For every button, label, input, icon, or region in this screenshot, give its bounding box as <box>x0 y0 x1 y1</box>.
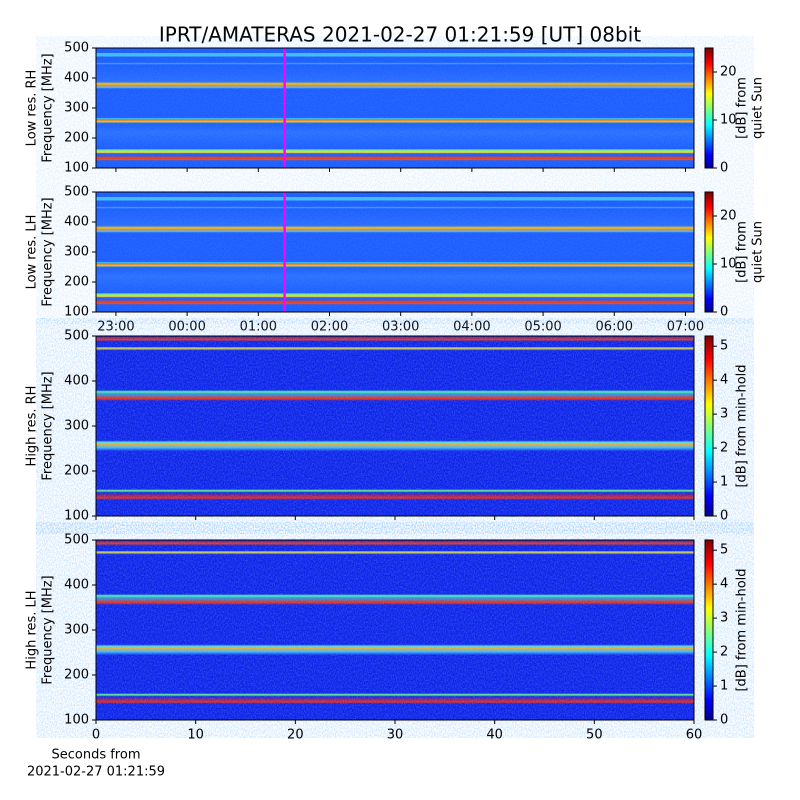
x-axis-label: Seconds from <box>51 748 140 763</box>
y-tick-label: 300 <box>64 101 89 116</box>
colorbar-tick-label: 0 <box>720 161 728 176</box>
y-tick-label: 300 <box>64 419 89 434</box>
colorbar-tick-label: 2 <box>720 645 728 660</box>
spectrogram-noise <box>96 336 694 516</box>
x-tick-label: 50 <box>586 728 603 743</box>
x-tick-label: 20 <box>287 728 304 743</box>
colorbar-label: quiet Sun <box>751 221 766 283</box>
colorbar-tick-label: 4 <box>720 373 728 388</box>
colorbar-tick-label: 1 <box>720 475 728 490</box>
y-tick-label: 500 <box>64 41 89 56</box>
y-tick-label: 400 <box>64 215 89 230</box>
y-axis-label: High res. RH <box>25 386 40 467</box>
x-tick-label: 04:00 <box>453 320 490 335</box>
y-tick-label: 100 <box>64 161 89 176</box>
colorbar-tick-label: 3 <box>720 407 728 422</box>
y-tick-label: 300 <box>64 623 89 638</box>
y-tick-label: 300 <box>64 245 89 260</box>
x-tick-label: 40 <box>486 728 503 743</box>
colorbar-tick-label: 2 <box>720 441 728 456</box>
x-tick-label: 60 <box>686 728 703 743</box>
colorbar-tick-label: 20 <box>720 65 737 80</box>
spectrogram-noise <box>96 48 694 168</box>
x-tick-label: 00:00 <box>168 320 205 335</box>
colorbar-tick-label: 1 <box>720 679 728 694</box>
colorbar-tick-label: 4 <box>720 577 728 592</box>
y-axis-label: Frequency [MHz] <box>41 371 56 480</box>
colorbar <box>704 335 714 517</box>
y-tick-label: 100 <box>64 713 89 728</box>
colorbar-tick-label: 0 <box>720 713 728 728</box>
y-tick-label: 200 <box>64 275 89 290</box>
x-tick-label: 07:00 <box>667 320 704 335</box>
x-tick-label: 03:00 <box>382 320 419 335</box>
spectrogram-noise <box>96 540 694 720</box>
y-tick-label: 400 <box>64 374 89 389</box>
y-tick-label: 500 <box>64 185 89 200</box>
y-axis-label: Low res. RH <box>25 70 40 147</box>
y-tick-label: 500 <box>64 533 89 548</box>
y-axis-label: Frequency [MHz] <box>41 53 56 162</box>
y-axis-label: Low res. LH <box>25 215 40 290</box>
y-tick-label: 400 <box>64 578 89 593</box>
spectrogram-noise <box>96 192 694 312</box>
y-axis-label: High res. LH <box>25 590 40 669</box>
colorbar-label: [dB] from min-hold <box>735 364 750 487</box>
y-tick-label: 400 <box>64 71 89 86</box>
y-tick-label: 200 <box>64 464 89 479</box>
y-tick-label: 500 <box>64 329 89 344</box>
colorbar-tick-label: 0 <box>720 509 728 524</box>
colorbar-tick-label: 20 <box>720 209 737 224</box>
colorbar-label: [dB] from min-hold <box>735 568 750 691</box>
colorbar <box>704 47 714 169</box>
colorbar <box>704 191 714 313</box>
x-axis-label: 2021-02-27 01:21:59 <box>27 765 165 780</box>
y-tick-label: 200 <box>64 131 89 146</box>
y-tick-label: 200 <box>64 668 89 683</box>
colorbar <box>704 539 714 721</box>
x-tick-label: 0 <box>92 728 100 743</box>
colorbar-tick-label: 3 <box>720 611 728 626</box>
y-axis-label: Frequency [MHz] <box>41 575 56 684</box>
title: IPRT/AMATERAS 2021-02-27 01:21:59 [UT] 0… <box>159 23 641 47</box>
y-axis-label: Frequency [MHz] <box>41 197 56 306</box>
colorbar-tick-label: 10 <box>720 257 737 272</box>
colorbar-label: [dB] from <box>735 77 750 139</box>
x-tick-label: 30 <box>387 728 404 743</box>
colorbar-label: [dB] from <box>735 221 750 283</box>
colorbar-tick-label: 0 <box>720 305 728 320</box>
x-tick-label: 10 <box>187 728 204 743</box>
colorbar-tick-label: 5 <box>720 543 728 558</box>
x-tick-label: 06:00 <box>596 320 633 335</box>
x-tick-label: 01:00 <box>240 320 277 335</box>
x-tick-label: 02:00 <box>311 320 348 335</box>
y-tick-label: 100 <box>64 305 89 320</box>
x-tick-label: 05:00 <box>524 320 561 335</box>
colorbar-tick-label: 5 <box>720 339 728 354</box>
y-tick-label: 100 <box>64 509 89 524</box>
x-tick-label: 23:00 <box>97 320 134 335</box>
colorbar-tick-label: 10 <box>720 113 737 128</box>
colorbar-label: quiet Sun <box>751 77 766 139</box>
